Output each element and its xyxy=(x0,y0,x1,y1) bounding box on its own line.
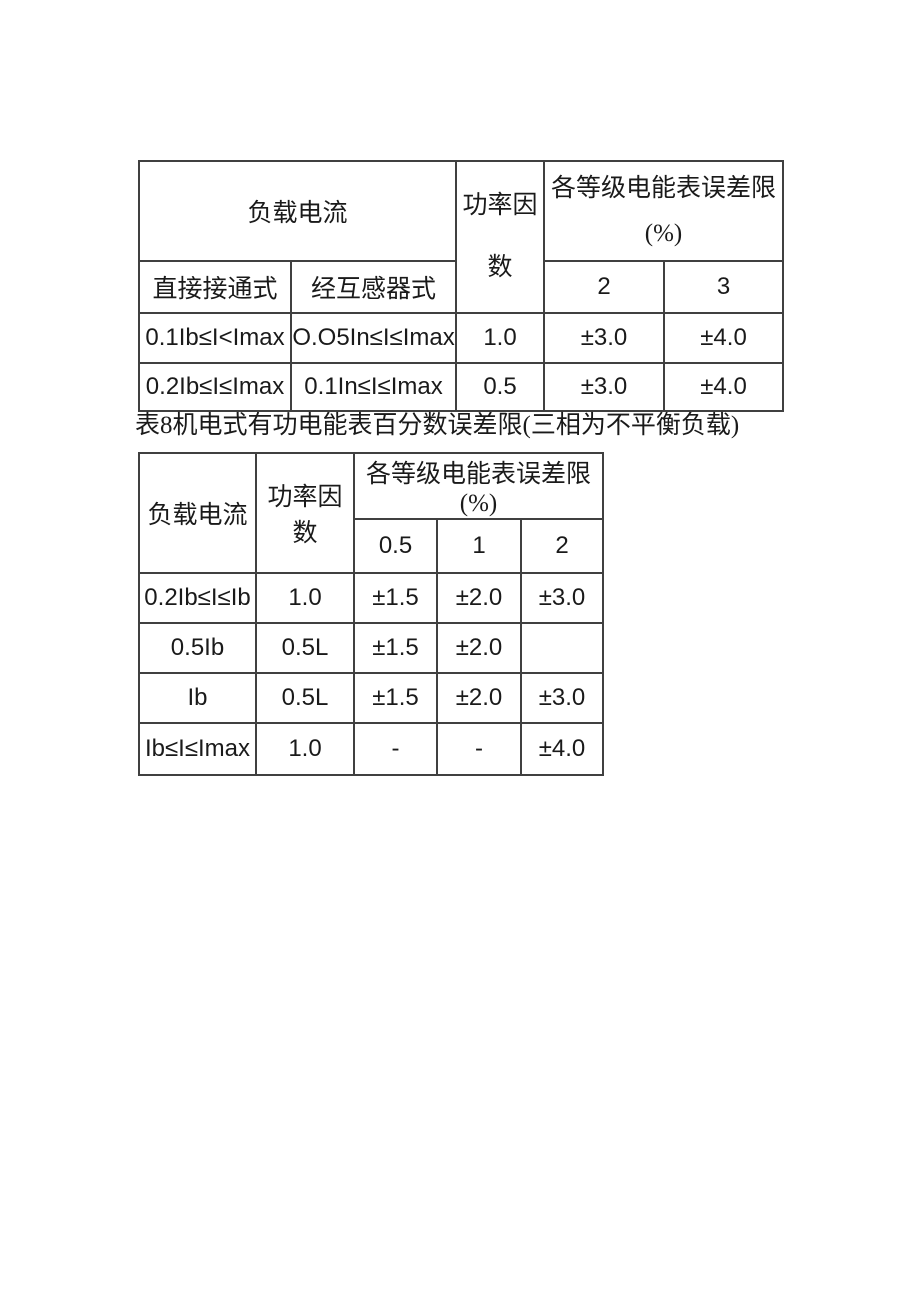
t2-cell: ±2.0 xyxy=(436,672,522,724)
t1-cell: ±3.0 xyxy=(543,312,666,364)
t2-cell: ±3.0 xyxy=(519,672,605,724)
t1-header-power-factor: 功率因 数 xyxy=(455,160,546,314)
t2-cell: ±4.0 xyxy=(519,722,605,776)
t1-header-class-2: 2 xyxy=(543,260,666,314)
table-row: 0.2Ib≤I≤Ib 1.0 ±1.5 ±2.0 ±3.0 xyxy=(138,572,605,624)
error-limit-table-2: 负载电流 功率因数 各等级电能表误差限(%) 0.5 1 2 0.2Ib≤I≤I… xyxy=(138,452,605,776)
t1-header-class-3: 3 xyxy=(663,260,785,314)
t1-cell: 0.1Ib≤I<Imax xyxy=(138,312,292,364)
t2-header-class-2: 2 xyxy=(519,518,605,574)
t1-header-load-current: 负载电流 xyxy=(137,160,458,262)
t2-cell: 0.5L xyxy=(255,622,355,674)
t2-cell: ±1.5 xyxy=(353,622,438,674)
table-row: Ib≤I≤Imax 1.0 - - ±4.0 xyxy=(138,722,605,776)
t2-cell: Ib xyxy=(138,672,257,724)
t2-cell: ±2.0 xyxy=(436,622,522,674)
t2-cell: ±1.5 xyxy=(353,672,438,724)
t1-header-error-limit: 各等级电能表误差限 (%) xyxy=(543,160,785,262)
t2-cell: 0.5L xyxy=(255,672,355,724)
t2-cell: ±3.0 xyxy=(519,572,605,624)
t1-power-factor-line1: 功率因 xyxy=(462,192,538,219)
t1-power-factor-line2: 数 xyxy=(487,254,513,281)
t1-cell: ±4.0 xyxy=(663,362,785,412)
t2-cell xyxy=(519,622,605,674)
t2-cell: ±2.0 xyxy=(436,572,522,624)
t2-cell: - xyxy=(353,722,438,776)
t2-cell: 0.5Ib xyxy=(138,622,257,674)
t1-header-direct-connection: 直接接通式 xyxy=(138,260,292,314)
t2-header-class-1: 1 xyxy=(436,518,522,574)
t2-cell: Ib≤I≤Imax xyxy=(138,722,257,776)
t1-cell: 0.5 xyxy=(455,362,546,412)
t2-cell: 0.2Ib≤I≤Ib xyxy=(138,572,257,624)
t1-header-via-ct: 经互感器式 xyxy=(289,260,458,314)
table-caption: 表8机电式有功电能表百分数误差限(三相为不平衡负载) xyxy=(135,412,740,439)
t2-header-error-limit: 各等级电能表误差限(%) xyxy=(352,452,605,520)
table-row: 0.1Ib≤I<Imax O.O5In≤I≤Imax 1.0 ±3.0 ±4.0 xyxy=(138,312,785,364)
table-row: Ib 0.5L ±1.5 ±2.0 ±3.0 xyxy=(138,672,605,724)
t2-cell: 1.0 xyxy=(255,572,355,624)
t1-cell: 0.1In≤I≤Imax xyxy=(289,362,458,412)
t2-cell: - xyxy=(436,722,522,776)
t2-cell: ±1.5 xyxy=(353,572,438,624)
t1-cell: O.O5In≤I≤Imax xyxy=(289,312,458,364)
t1-cell: 0.2Ib≤I≤Imax xyxy=(138,362,292,412)
t2-header-power-factor: 功率因数 xyxy=(255,452,355,574)
t2-cell: 1.0 xyxy=(255,722,355,776)
table-row: 0.5Ib 0.5L ±1.5 ±2.0 xyxy=(138,622,605,674)
t1-cell: 1.0 xyxy=(455,312,546,364)
t1-error-limit-title: 各等级电能表误差限 xyxy=(551,175,777,202)
table-row: 0.2Ib≤I≤Imax 0.1In≤I≤Imax 0.5 ±3.0 ±4.0 xyxy=(138,362,785,412)
t1-error-limit-unit: (%) xyxy=(644,220,683,247)
t2-header-class-05: 0.5 xyxy=(353,518,438,574)
t2-header-load-current: 负载电流 xyxy=(138,452,257,574)
error-limit-table-1: 负载电流 功率因 数 各等级电能表误差限 (%) 直接接通式 经互感器式 2 3… xyxy=(137,160,785,412)
t1-cell: ±3.0 xyxy=(543,362,666,412)
t1-cell: ±4.0 xyxy=(663,312,785,364)
